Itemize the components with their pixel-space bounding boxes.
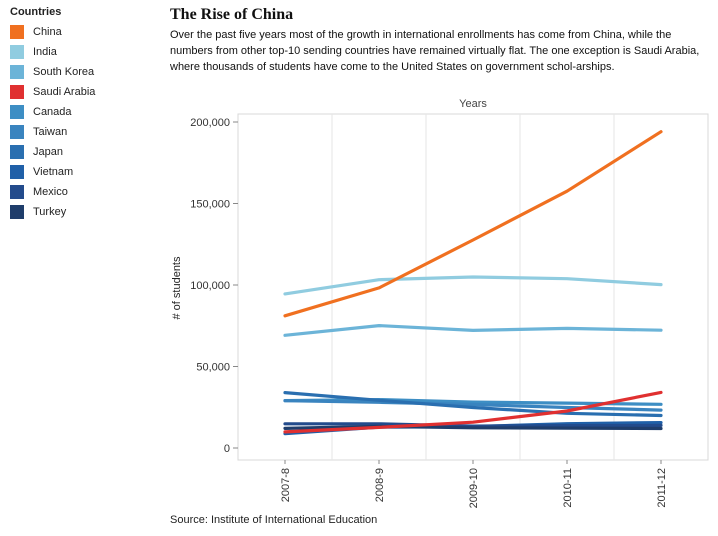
legend-item-south-korea[interactable]: South Korea <box>10 62 150 82</box>
legend-title: Countries <box>10 6 62 18</box>
legend-swatch <box>10 45 24 59</box>
legend-swatch <box>10 25 24 39</box>
legend-label: Vietnam <box>33 166 74 178</box>
legend-label: Canada <box>33 106 72 118</box>
y-tick-label-0: 0 <box>224 443 230 455</box>
legend-label: Saudi Arabia <box>33 86 96 98</box>
legend-item-vietnam[interactable]: Vietnam <box>10 162 150 182</box>
series-line-turkey <box>283 424 663 431</box>
series-line-mexico <box>283 422 663 428</box>
x-tick-label-3: 2010-11 <box>562 468 574 508</box>
legend: Countries China India South Korea Saudi Ara… <box>10 6 150 222</box>
legend-item-mexico[interactable]: Mexico <box>10 182 150 202</box>
legend-swatch <box>10 165 24 179</box>
legend-item-taiwan[interactable]: Taiwan <box>10 122 150 142</box>
legend-swatch <box>10 85 24 99</box>
legend-swatch <box>10 205 24 219</box>
legend-item-saudi-arabia[interactable]: Saudi Arabia <box>10 82 150 102</box>
y-tick-label-3: 150,000 <box>190 199 230 211</box>
x-tick-label-1: 2008-9 <box>374 468 386 502</box>
legend-label: India <box>33 46 57 58</box>
legend-item-india[interactable]: India <box>10 42 150 62</box>
legend-item-turkey[interactable]: Turkey <box>10 202 150 222</box>
legend-item-canada[interactable]: Canada <box>10 102 150 122</box>
legend-item-china[interactable]: China <box>10 22 150 42</box>
legend-label: China <box>33 26 62 38</box>
source-note: Source: Institute of International Educa… <box>170 514 378 526</box>
legend-label: Taiwan <box>33 126 68 138</box>
y-tick-label-2: 100,000 <box>190 280 230 292</box>
legend-item-japan[interactable]: Japan <box>10 142 150 162</box>
legend-items: China India South Korea Saudi Arabia Canada T… <box>10 22 150 222</box>
legend-swatch <box>10 65 24 79</box>
series-line-taiwan <box>283 399 663 412</box>
chart-headline: The Rise of China <box>170 6 294 23</box>
legend-label: Turkey <box>33 206 67 218</box>
y-tick-label-4: 200,000 <box>190 117 230 129</box>
chart-subtitle: Over the past five years most of the gro… <box>170 29 700 73</box>
x-tick-label-2: 2009-10 <box>468 468 480 508</box>
legend-swatch <box>10 105 24 119</box>
x-tick-label-4: 2011-12 <box>656 468 668 508</box>
legend-label: South Korea <box>33 66 95 78</box>
legend-label: Mexico <box>33 186 68 198</box>
x-axis-title: Years <box>459 98 487 110</box>
series-line-saudi-arabia <box>283 390 663 434</box>
x-tick-label-0: 2007-8 <box>280 468 292 502</box>
legend-label: Japan <box>33 146 63 158</box>
y-axis-title: # of students <box>171 256 183 319</box>
legend-swatch <box>10 185 24 199</box>
legend-swatch <box>10 125 24 139</box>
series-line-china <box>283 130 663 318</box>
series-line-japan <box>283 391 663 418</box>
series-line-south-korea <box>283 324 663 337</box>
legend-swatch <box>10 145 24 159</box>
y-tick-label-1: 50,000 <box>196 362 230 374</box>
series-line-india <box>283 275 663 296</box>
